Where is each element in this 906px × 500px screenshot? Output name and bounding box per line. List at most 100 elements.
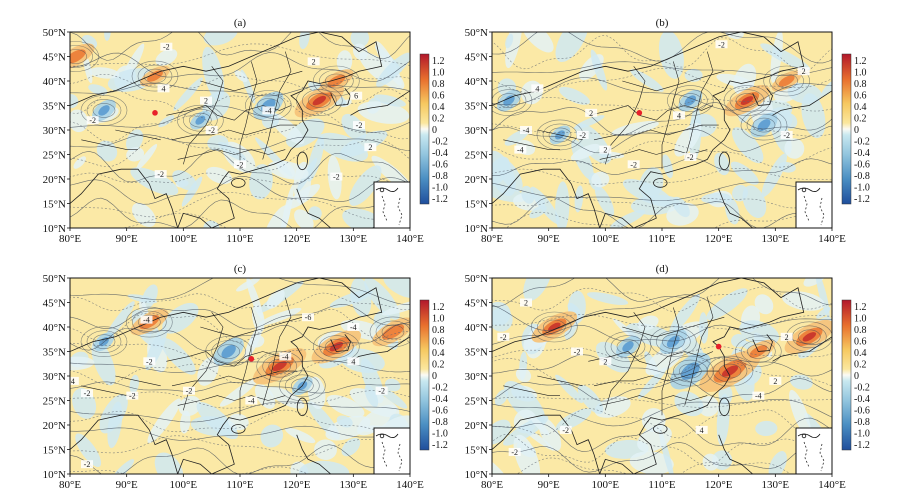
inset-dashes	[381, 195, 403, 226]
negative-patch	[172, 170, 197, 191]
contour-ring	[740, 109, 788, 141]
negative-patch	[110, 459, 135, 474]
contour-dashed	[70, 136, 410, 171]
contour-label-3: -4	[523, 126, 530, 135]
contour-label-bg	[375, 386, 388, 395]
coastline	[492, 278, 805, 474]
negative-patch	[158, 115, 175, 128]
x-tick-label: 120°E	[705, 479, 733, 491]
contour-dashed	[492, 346, 832, 359]
negative-patch	[639, 167, 664, 200]
contour-ring	[211, 340, 246, 363]
negative-patch	[357, 101, 410, 124]
contour-solid	[492, 32, 832, 64]
colorbar-tick-label: -1.2	[432, 440, 448, 451]
contour-ring	[369, 316, 410, 348]
contour-ring	[735, 336, 782, 367]
contour-ring	[492, 89, 527, 112]
contour-ring	[729, 89, 765, 112]
contour-dashed	[70, 435, 410, 457]
contour-label-bg	[559, 425, 572, 434]
contour-ring	[325, 339, 348, 354]
negative-patch	[669, 294, 700, 334]
boundaries	[492, 278, 832, 474]
negative-patch	[755, 420, 778, 437]
contour-ring	[308, 93, 331, 108]
negative-patch	[732, 127, 764, 164]
contour-label-bg	[684, 152, 697, 161]
y-tick-label: 25°N	[465, 396, 488, 408]
negative-patch	[699, 312, 709, 344]
negative-patch	[538, 417, 562, 451]
contour-label-10: 2	[785, 333, 789, 342]
contour-solid	[70, 323, 410, 352]
contour-label-bg	[200, 96, 212, 105]
korea-outline	[330, 88, 351, 106]
colorbar-tick-label: 1.0	[854, 68, 867, 79]
negative-patch	[787, 83, 822, 104]
contour-solid	[70, 381, 410, 394]
contour-solid	[70, 52, 410, 82]
negative-patch	[298, 460, 350, 474]
province-boundary	[684, 51, 714, 160]
contour-label-1: -2	[163, 43, 170, 52]
positive-core-peak-3	[802, 332, 817, 342]
contour-ring	[279, 370, 326, 402]
negative-patch	[314, 439, 337, 460]
contour-label-9: -2	[186, 387, 193, 396]
contour-dashed	[70, 409, 410, 435]
korea-outline	[752, 88, 773, 106]
contour-ring	[189, 112, 212, 128]
contour-solid	[492, 354, 832, 377]
colorbar-tick-label: 1.0	[432, 314, 445, 325]
coastline	[70, 278, 383, 474]
province-boundary	[115, 129, 161, 141]
contour-ring	[610, 335, 646, 358]
contour-label-bg	[769, 376, 782, 385]
negative-core-inner-1	[221, 344, 236, 359]
inset-island	[801, 433, 807, 439]
negative-patch	[674, 122, 702, 157]
contour-label-bg	[302, 313, 314, 322]
y-tick-label: 15°N	[465, 445, 488, 457]
contour-label-bg	[245, 396, 258, 405]
contour-ring	[319, 335, 354, 358]
province-boundary	[588, 351, 714, 367]
colorbar-tick-label: -0.8	[432, 171, 448, 182]
contour-label-2: 4	[535, 84, 539, 93]
taiwan-outline	[718, 151, 730, 171]
negative-patch	[784, 138, 805, 159]
colorbar-tick-label: -0.4	[854, 148, 870, 159]
negative-patch	[326, 394, 365, 418]
contour-dashed	[492, 407, 832, 439]
colorbar-tick-label: 1.2	[854, 302, 867, 313]
contour-label-5: 2	[589, 109, 593, 118]
contour-label-1: -2	[718, 40, 725, 49]
contour-label-8: -2	[511, 448, 518, 457]
negative-patch	[339, 130, 388, 158]
contour-label-bg	[347, 323, 360, 331]
negative-patch	[594, 185, 615, 217]
x-tick-label: 130°E	[340, 479, 368, 491]
negative-patch	[742, 185, 767, 219]
contour-ring	[667, 85, 714, 116]
contour-label-bg	[183, 386, 195, 395]
y-tick-label: 10°N	[465, 223, 488, 235]
contour-ring	[763, 65, 810, 97]
contour-label-bg	[307, 57, 320, 66]
japan-outline	[350, 90, 410, 116]
contour-ring	[86, 99, 122, 122]
japan-outline	[350, 336, 410, 362]
province-boundary	[262, 297, 292, 406]
contour-ring	[497, 93, 521, 108]
negative-patch	[173, 77, 203, 111]
panel-label: (b)	[656, 17, 669, 29]
contour-label-12: -4	[265, 106, 272, 115]
negative-patch	[382, 297, 410, 316]
province-boundary	[166, 351, 292, 367]
y-tick-label: 40°N	[43, 76, 66, 88]
negative-patch	[555, 32, 589, 62]
negative-patch	[285, 183, 321, 210]
contour-solid	[492, 324, 832, 345]
station-marker	[248, 356, 255, 362]
